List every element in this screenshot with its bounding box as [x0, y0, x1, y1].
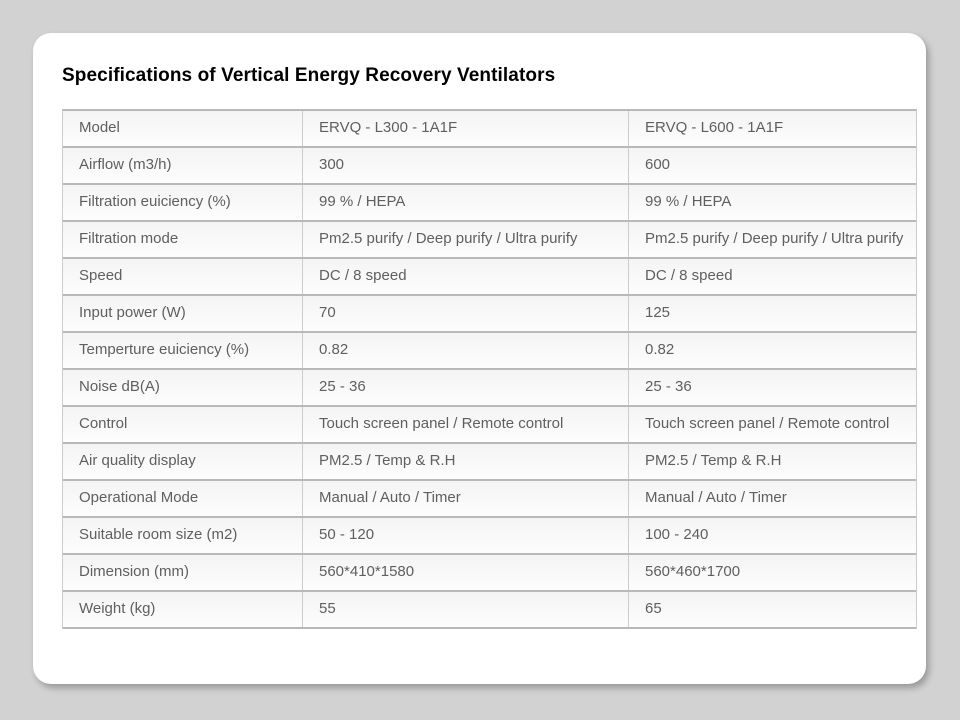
table-row: Airflow (m3/h) 300 600: [63, 148, 916, 185]
l300-value-cell: 300: [302, 148, 628, 183]
spec-label-cell: Speed: [63, 259, 302, 294]
l300-value-cell: Touch screen panel / Remote control: [302, 407, 628, 442]
spec-label-cell: Temperture euiciency (%): [63, 333, 302, 368]
l600-value-cell: Touch screen panel / Remote control: [628, 407, 916, 442]
l300-value-cell: ERVQ - L300 - 1A1F: [302, 111, 628, 146]
l300-value-cell: 55: [302, 592, 628, 627]
l600-value-cell: Manual / Auto / Timer: [628, 481, 916, 516]
l300-value-cell: PM2.5 / Temp & R.H: [302, 444, 628, 479]
table-row: Temperture euiciency (%) 0.82 0.82: [63, 333, 916, 370]
l300-value-cell: 0.82: [302, 333, 628, 368]
spec-label-cell: Filtration euiciency (%): [63, 185, 302, 220]
l600-value-cell: 125: [628, 296, 916, 331]
l300-value-cell: 99 % / HEPA: [302, 185, 628, 220]
spec-label-cell: Control: [63, 407, 302, 442]
l600-value-cell: 100 - 240: [628, 518, 916, 553]
l600-value-cell: 65: [628, 592, 916, 627]
table-row: Speed DC / 8 speed DC / 8 speed: [63, 259, 916, 296]
table-row: Input power (W) 70 125: [63, 296, 916, 333]
l300-value-cell: DC / 8 speed: [302, 259, 628, 294]
spec-label-cell: Dimension (mm): [63, 555, 302, 590]
l600-value-cell: 600: [628, 148, 916, 183]
spec-label-cell: Operational Mode: [63, 481, 302, 516]
l300-value-cell: 70: [302, 296, 628, 331]
l600-value-cell: 0.82: [628, 333, 916, 368]
spec-label-cell: Noise dB(A): [63, 370, 302, 405]
l300-value-cell: Pm2.5 purify / Deep purify / Ultra purif…: [302, 222, 628, 257]
l600-value-cell: 25 - 36: [628, 370, 916, 405]
l600-value-cell: 99 % / HEPA: [628, 185, 916, 220]
l300-value-cell: 25 - 36: [302, 370, 628, 405]
spec-label-cell: Suitable room size (m2): [63, 518, 302, 553]
table-row: Noise dB(A) 25 - 36 25 - 36: [63, 370, 916, 407]
spec-label-cell: Weight (kg): [63, 592, 302, 627]
table-row: Filtration euiciency (%) 99 % / HEPA 99 …: [63, 185, 916, 222]
spec-table: Model ERVQ - L300 - 1A1F ERVQ - L600 - 1…: [62, 109, 917, 629]
l300-value-cell: 50 - 120: [302, 518, 628, 553]
page-title: Specifications of Vertical Energy Recove…: [62, 65, 556, 86]
l300-value-cell: 560*410*1580: [302, 555, 628, 590]
table-row: Filtration mode Pm2.5 purify / Deep puri…: [63, 222, 916, 259]
l600-value-cell: Pm2.5 purify / Deep purify / Ultra purif…: [628, 222, 916, 257]
table-row: Dimension (mm) 560*410*1580 560*460*1700: [63, 555, 916, 592]
l600-value-cell: 560*460*1700: [628, 555, 916, 590]
l300-value-cell: Manual / Auto / Timer: [302, 481, 628, 516]
l600-value-cell: ERVQ - L600 - 1A1F: [628, 111, 916, 146]
table-row: Air quality display PM2.5 / Temp & R.H P…: [63, 444, 916, 481]
table-row: Suitable room size (m2) 50 - 120 100 - 2…: [63, 518, 916, 555]
spec-label-cell: Model: [63, 111, 302, 146]
table-row: Operational Mode Manual / Auto / Timer M…: [63, 481, 916, 518]
spec-label-cell: Airflow (m3/h): [63, 148, 302, 183]
content-card: Specifications of Vertical Energy Recove…: [33, 33, 926, 684]
l600-value-cell: DC / 8 speed: [628, 259, 916, 294]
table-row: Control Touch screen panel / Remote cont…: [63, 407, 916, 444]
table-row: Model ERVQ - L300 - 1A1F ERVQ - L600 - 1…: [63, 111, 916, 148]
l600-value-cell: PM2.5 / Temp & R.H: [628, 444, 916, 479]
table-row: Weight (kg) 55 65: [63, 592, 916, 629]
spec-label-cell: Air quality display: [63, 444, 302, 479]
spec-label-cell: Filtration mode: [63, 222, 302, 257]
spec-label-cell: Input power (W): [63, 296, 302, 331]
